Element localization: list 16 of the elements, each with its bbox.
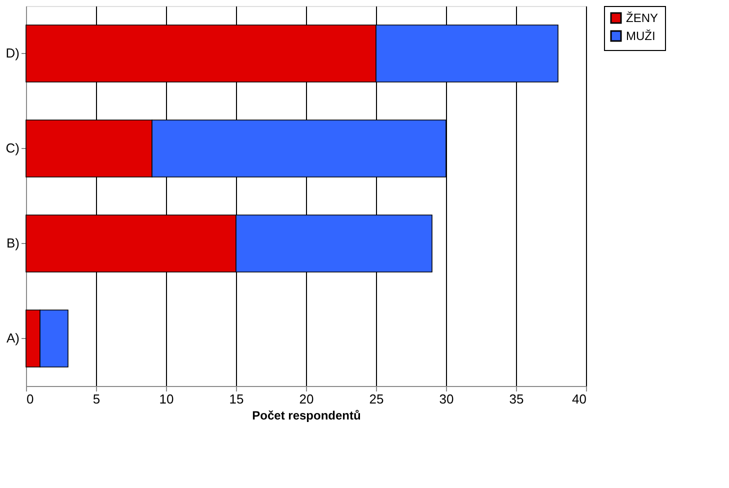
x-tick-label: 25 (369, 392, 384, 406)
x-tick-label: 10 (159, 392, 174, 406)
x-tick-label: 20 (299, 392, 314, 406)
x-tick-label: 0 (26, 392, 34, 406)
x-tick-label: 35 (509, 392, 524, 406)
legend-label: ŽENY (626, 11, 658, 25)
y-tick-label: D) (6, 46, 20, 60)
x-axis-title: Počet respondentů (252, 408, 361, 422)
x-tick-label: 5 (92, 392, 100, 406)
y-tick-label: B) (6, 236, 20, 250)
y-tick-label: C) (6, 140, 20, 156)
x-tick-label: 30 (439, 392, 454, 406)
x-tick-label: 40 (572, 392, 586, 406)
legend-label: MUŽI (626, 29, 656, 43)
x-tick-label: 15 (229, 392, 244, 406)
y-tick-label: A) (6, 330, 20, 346)
